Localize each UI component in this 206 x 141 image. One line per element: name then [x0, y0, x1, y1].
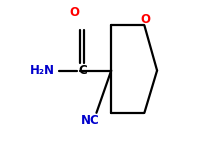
Text: NC: NC: [80, 114, 99, 127]
Text: O: O: [69, 6, 79, 19]
Text: C: C: [78, 64, 87, 77]
Text: O: O: [140, 13, 150, 26]
Text: H₂N: H₂N: [29, 64, 54, 77]
